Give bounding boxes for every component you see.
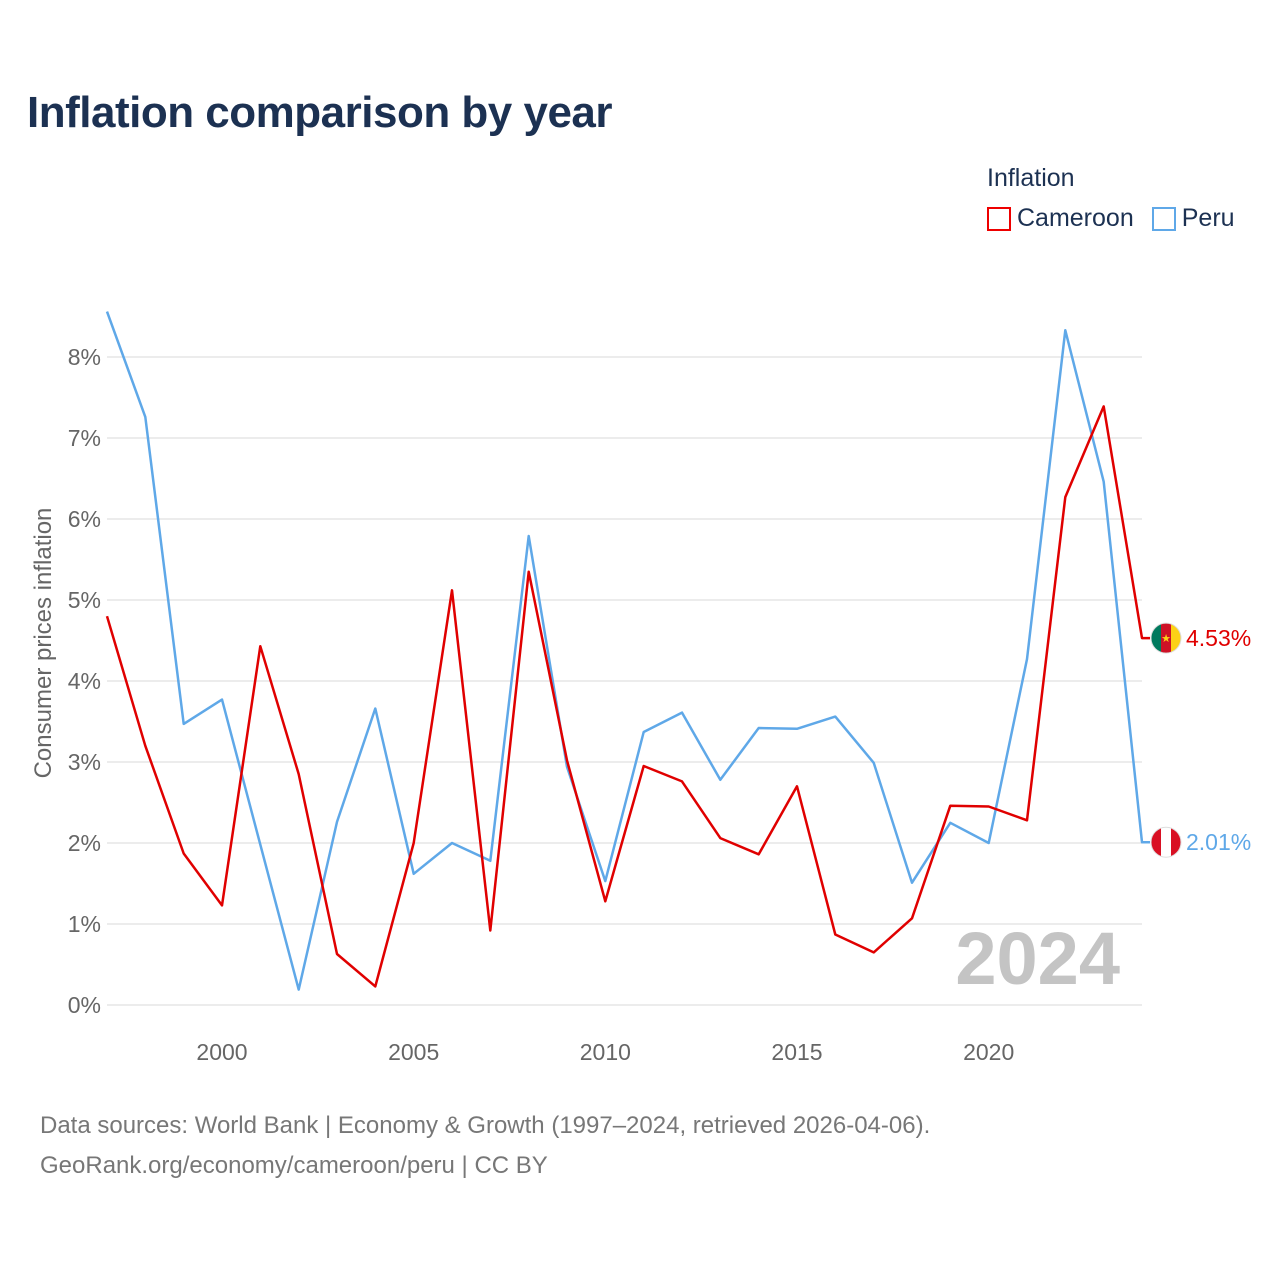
end-label-cameroon: 4.53% bbox=[1186, 625, 1251, 651]
flag-cameroon-icon: ★ bbox=[1150, 622, 1182, 654]
series-line-peru bbox=[105, 311, 1150, 991]
chart-title: Inflation comparison by year bbox=[27, 88, 613, 137]
flag-peru-icon bbox=[1150, 826, 1182, 858]
x-tick-label: 2010 bbox=[580, 1039, 631, 1065]
y-tick-label: 3% bbox=[68, 749, 101, 775]
year-stamp: 2024 bbox=[955, 917, 1120, 1000]
end-label-peru: 2.01% bbox=[1186, 829, 1251, 855]
legend: Cameroon Peru bbox=[987, 204, 1235, 233]
y-tick-labels: 0% 1% 2% 3% 4% 5% 6% 7% 8% bbox=[68, 344, 101, 1018]
y-tick-label: 2% bbox=[68, 830, 101, 856]
footer: Data sources: World Bank | Economy & Gro… bbox=[40, 1106, 930, 1186]
series-line-cameroon bbox=[105, 405, 1150, 988]
y-tick-label: 0% bbox=[68, 992, 101, 1018]
legend-item-peru[interactable]: Peru bbox=[1151, 204, 1235, 233]
legend-label-peru: Peru bbox=[1181, 204, 1235, 232]
legend-title: Inflation bbox=[987, 164, 1075, 192]
y-tick-label: 6% bbox=[68, 506, 101, 532]
svg-text:★: ★ bbox=[1161, 632, 1171, 645]
x-tick-label: 2020 bbox=[963, 1039, 1014, 1065]
series-lines bbox=[105, 311, 1150, 991]
y-tick-label: 1% bbox=[68, 911, 101, 937]
legend-label-cameroon: Cameroon bbox=[1017, 204, 1134, 232]
footer-sources: Data sources: World Bank | Economy & Gro… bbox=[40, 1112, 931, 1139]
y-tick-label: 8% bbox=[68, 344, 101, 370]
y-tick-label: 4% bbox=[68, 668, 101, 694]
footer-link[interactable]: GeoRank.org/economy/cameroon/peru | CC B… bbox=[40, 1152, 548, 1179]
legend-swatch-cameroon bbox=[987, 206, 1011, 231]
y-tick-label: 5% bbox=[68, 587, 101, 613]
x-tick-label: 2000 bbox=[196, 1039, 247, 1065]
x-tick-labels: 2000 2005 2010 2015 2020 bbox=[196, 1039, 1014, 1065]
end-markers: 2.01% ★ 4.53% bbox=[1150, 622, 1251, 858]
x-tick-label: 2005 bbox=[388, 1039, 439, 1065]
grid-lines bbox=[107, 356, 1142, 1006]
legend-item-cameroon[interactable]: Cameroon bbox=[987, 204, 1134, 233]
legend-swatch-peru bbox=[1151, 206, 1176, 231]
x-tick-label: 2015 bbox=[771, 1039, 822, 1065]
y-tick-label: 7% bbox=[68, 425, 101, 451]
